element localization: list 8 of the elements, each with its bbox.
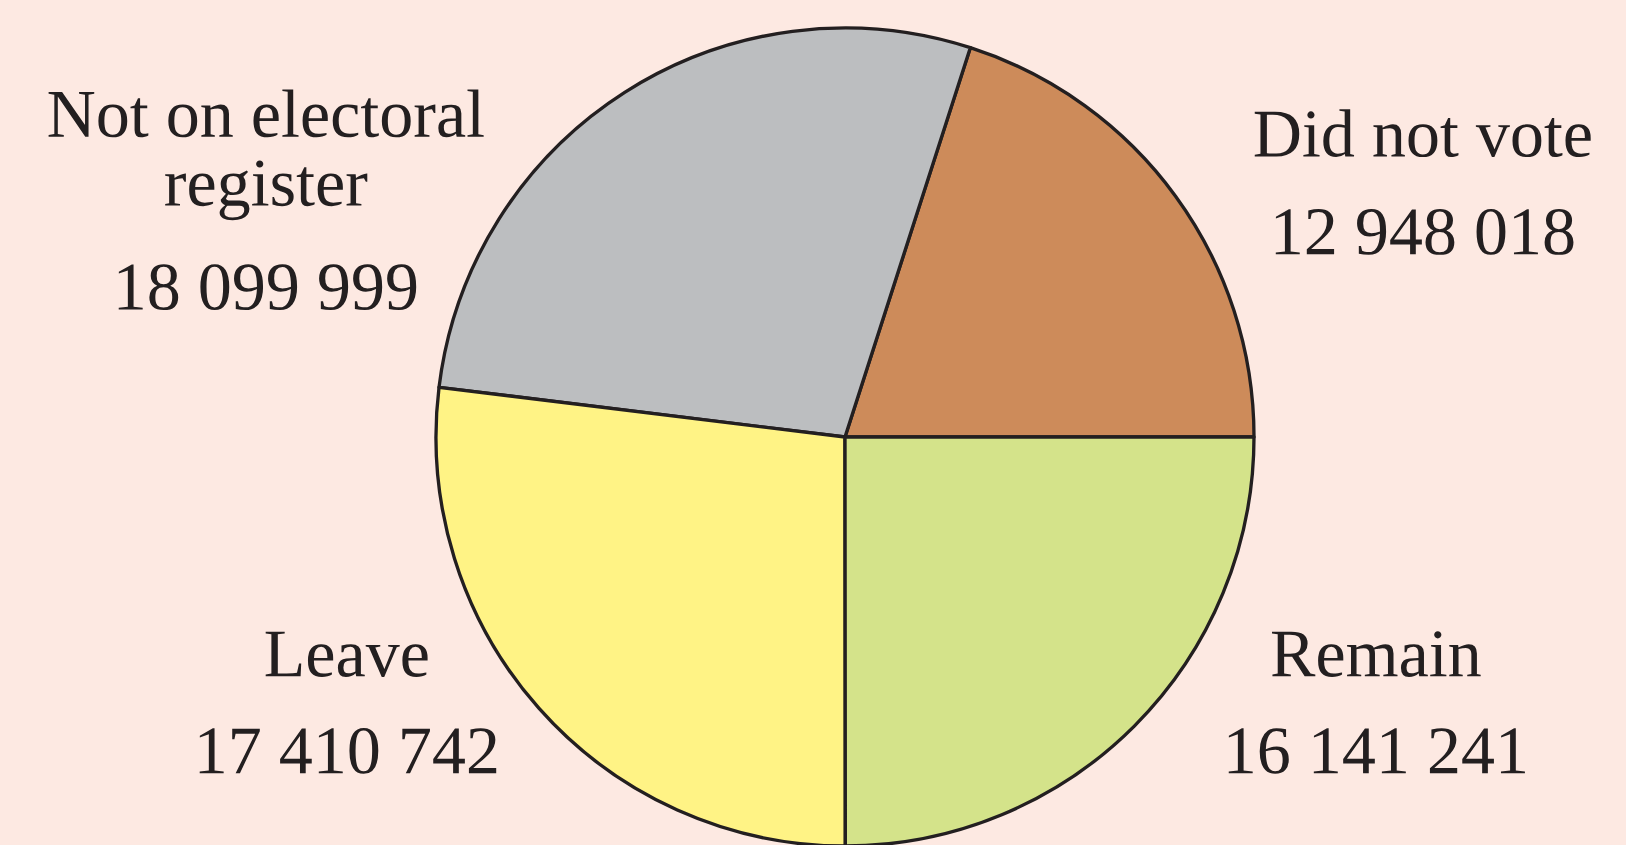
slice-label: Leave [265,631,428,677]
data-label: 17 410 742 [199,727,497,774]
data-label: 18 099 999 [118,264,417,311]
data-label: 16 141 241 [1228,728,1525,774]
data-label: 12 948 018 [1275,208,1574,255]
slice-label: Not on electoral register [48,89,484,221]
slice-label: Did not vote [1254,109,1591,158]
slice-label: Remain [1272,631,1481,677]
